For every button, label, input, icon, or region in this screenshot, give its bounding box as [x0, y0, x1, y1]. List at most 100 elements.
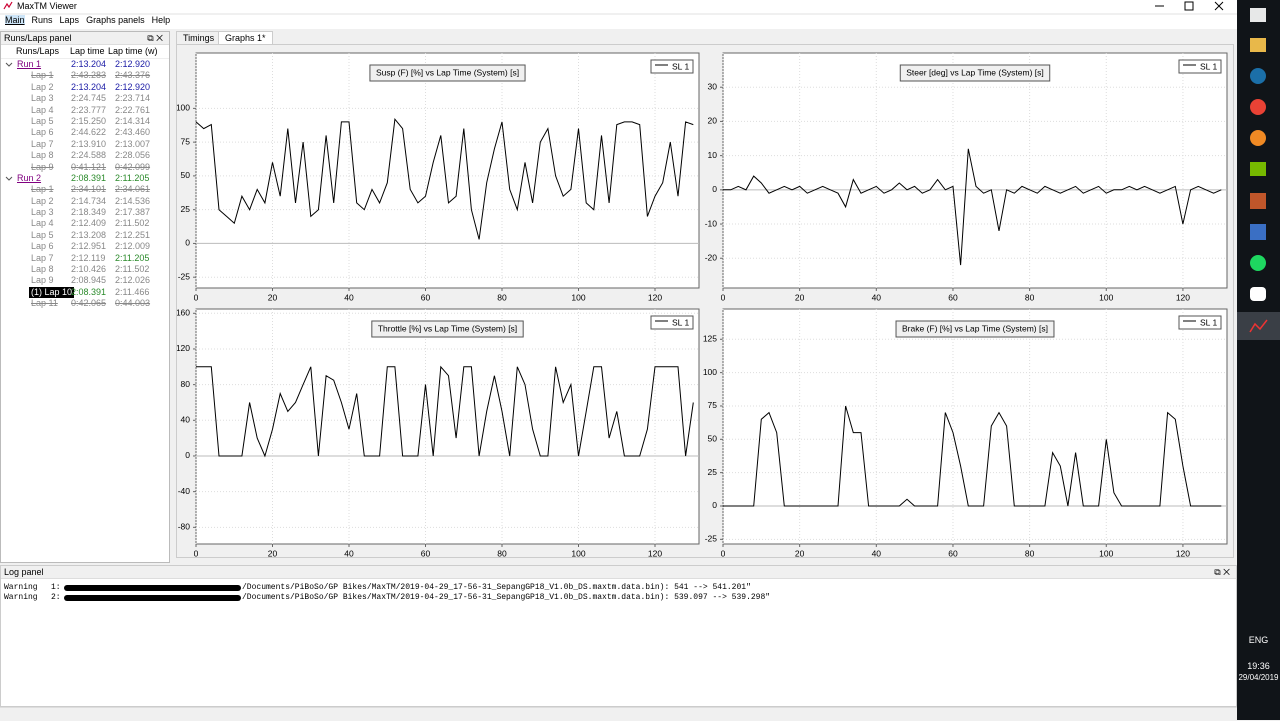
lap-row[interactable]: Lap 4 2:12.409 2:11.502	[1, 218, 169, 229]
x-tick-label: 40	[344, 292, 354, 302]
x-tick-label: 120	[648, 548, 662, 557]
x-tick-label: 100	[571, 292, 585, 302]
y-tick-label: -20	[705, 252, 718, 262]
menu-item[interactable]: Runs	[31, 15, 53, 25]
lap-row[interactable]: Lap 3 2:24.745 2:23.714	[1, 93, 169, 104]
lap-name[interactable]: Lap 5	[31, 229, 54, 240]
lap-row[interactable]: Lap 8 2:24.588 2:28.056	[1, 150, 169, 161]
y-tick-label: 0	[185, 450, 190, 460]
clock-time[interactable]: 19:36	[1247, 661, 1270, 671]
menu-item[interactable]: Help	[151, 15, 171, 25]
lap-time-w: 2:43.376	[115, 70, 151, 81]
app-icon	[3, 1, 13, 10]
panel-header: Runs/Laps panel ⧉ ✕	[1, 32, 169, 45]
taskbar-icon[interactable]	[1250, 287, 1266, 301]
data-line	[723, 148, 1222, 266]
lap-name[interactable]: Lap 9	[31, 275, 54, 286]
menu-item[interactable]: Laps	[59, 15, 80, 25]
window-controls[interactable]	[1150, 0, 1237, 13]
lap-row[interactable]: Lap 6 2:12.951 2:12.009	[1, 241, 169, 252]
taskbar-icon[interactable]	[1250, 68, 1266, 84]
taskbar-icon[interactable]	[1250, 162, 1266, 176]
tab[interactable]: Timings	[176, 31, 222, 45]
lap-row[interactable]: Lap 7 2:12.119 2:11.205	[1, 253, 169, 264]
run-row[interactable]: Run 2 2:08.391 2:11.205	[1, 173, 169, 184]
title-bar: MaxTM Viewer	[0, 0, 1237, 13]
lap-name[interactable]: Lap 9	[31, 161, 54, 172]
lap-time: 2:13.208	[71, 229, 107, 240]
lap-name[interactable]: Lap 3	[31, 207, 54, 218]
lap-row[interactable]: Lap 8 2:10.426 2:11.502	[1, 264, 169, 275]
lap-row[interactable]: Lap 1 2:43.283 2:43.376	[1, 70, 169, 81]
language[interactable]: ENG	[1248, 635, 1269, 645]
lap-time: 2:34.101	[71, 184, 107, 195]
taskbar-icon[interactable]	[1250, 38, 1266, 52]
lap-time: 2:43.283	[71, 70, 107, 81]
run-name[interactable]: Run 2	[17, 172, 42, 183]
lap-name[interactable]: Lap 7	[31, 138, 54, 149]
lap-name[interactable]: Lap 6	[31, 241, 54, 252]
lap-name[interactable]: Lap 4	[31, 218, 54, 229]
lap-name[interactable]: Lap 8	[31, 264, 54, 275]
lap-name[interactable]: Lap 3	[31, 93, 54, 104]
lap-row[interactable]: Lap 7 2:13.910 2:13.007	[1, 139, 169, 150]
lap-name[interactable]: Lap 4	[31, 104, 54, 115]
run-name[interactable]: Run 1	[17, 59, 42, 69]
y-tick-label: 50	[181, 170, 191, 180]
expand-arrow[interactable]	[5, 175, 13, 183]
lap-row[interactable]: Lap 4 2:23.777 2:22.761	[1, 105, 169, 116]
window-title: MaxTM Viewer	[17, 1, 77, 11]
x-tick-label: 120	[1176, 548, 1190, 557]
lap-row[interactable]: Lap 2 2:13.204 2:12.920	[1, 82, 169, 93]
lap-row[interactable]: Lap 1 2:34.101 2:34.061	[1, 184, 169, 195]
lap-row[interactable]: Lap 9 2:08.945 2:12.026	[1, 275, 169, 286]
column-headers: Runs/Laps Lap time Lap time (w)	[1, 45, 169, 59]
lap-name[interactable]: Lap 1	[31, 184, 54, 195]
x-tick-label: 20	[795, 548, 805, 557]
lap-time-w: 2:12.009	[115, 241, 151, 252]
lap-row[interactable]: Lap 5 2:13.208 2:12.251	[1, 230, 169, 241]
log-lines: Warning 1: /Documents/PiBoSo/GP Bikes/MaxT…	[1, 579, 1236, 603]
y-tick-label: 0	[712, 500, 717, 510]
redaction	[64, 585, 241, 591]
expand-arrow[interactable]	[5, 61, 13, 69]
lap-row[interactable]: Lap 5 2:15.250 2:14.314	[1, 116, 169, 127]
legend-box	[1178, 59, 1222, 74]
lap-name[interactable]: Lap 8	[31, 150, 54, 161]
lap-row[interactable]: Lap 9 0:41.121 0:42.099	[1, 162, 169, 173]
lap-name[interactable]: Lap 5	[31, 115, 54, 126]
taskbar-icon[interactable]	[1250, 224, 1266, 240]
menu-item[interactable]: Graphs panels	[86, 15, 145, 25]
lap-name[interactable]: Lap 7	[31, 252, 54, 263]
lap-row[interactable]: (1) Lap 10 2:08.391 2:11.466	[1, 286, 169, 299]
status-bar	[0, 707, 1237, 721]
taskbar-icon[interactable]	[1250, 99, 1266, 115]
lap-time: 2:13.910	[71, 138, 107, 149]
lap-row[interactable]: Lap 11 0:42.065 0:44.003	[1, 298, 169, 309]
x-tick-label: 80	[1025, 292, 1035, 302]
lap-name[interactable]: Lap 1	[31, 70, 54, 81]
lap-name[interactable]: Lap 6	[31, 127, 54, 138]
taskbar-icon[interactable]	[1250, 255, 1266, 271]
x-tick-label: 60	[421, 292, 431, 302]
lap-time: 2:10.426	[71, 264, 107, 275]
lap-name[interactable]: Lap 2	[31, 195, 54, 206]
taskbar-icon[interactable]	[1250, 130, 1266, 146]
lap-row[interactable]: Lap 2 2:14.734 2:14.536	[1, 196, 169, 207]
taskbar-icon[interactable]	[1250, 8, 1266, 22]
tab[interactable]: Graphs 1*	[218, 31, 273, 45]
lap-row[interactable]: Lap 3 2:18.349 2:17.387	[1, 207, 169, 218]
taskbar-icon[interactable]	[1250, 193, 1266, 209]
run-row[interactable]: Run 1 2:13.204 2:12.920	[1, 59, 169, 70]
log-text: /Documents/PiBoSo/GP Bikes/MaxTM/2019-04…	[242, 583, 751, 592]
lap-name[interactable]: Lap 11	[31, 298, 58, 309]
menu-item[interactable]: Main	[5, 15, 25, 25]
chart-title: Susp (F) [%] vs Lap Time (System) [s]	[376, 67, 519, 77]
lap-name[interactable]: Lap 2	[31, 81, 54, 92]
taskbar-active[interactable]	[1237, 312, 1280, 340]
y-tick-label: 25	[181, 204, 191, 214]
lap-name[interactable]: (1) Lap 10	[29, 286, 75, 299]
clock-date[interactable]: 29/04/2019	[1238, 673, 1279, 682]
plot-area	[195, 52, 700, 289]
lap-row[interactable]: Lap 6 2:44.622 2:43.460	[1, 127, 169, 138]
